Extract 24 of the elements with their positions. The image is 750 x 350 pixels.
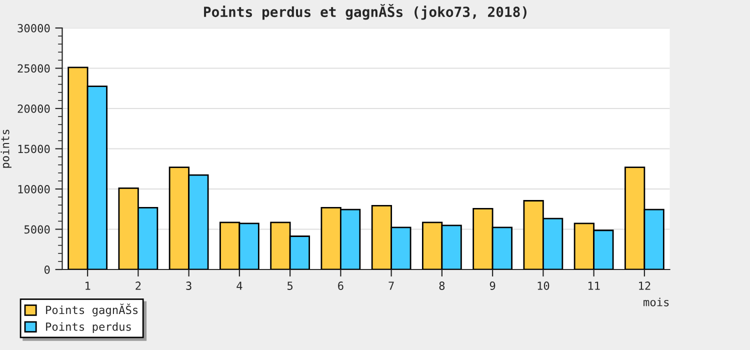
y-tick-label: 30000: [18, 24, 50, 32]
x-tick-label: 12: [639, 282, 650, 290]
legend-label: Points gagnĂŠs: [46, 304, 138, 316]
y-tick-label: 25000: [18, 64, 50, 73]
y-tick-label: 20000: [18, 104, 50, 113]
y-tick-label: 10000: [18, 185, 50, 194]
y-tick-label: 0: [44, 266, 50, 274]
x-tick-label: 6: [338, 282, 344, 290]
x-tick-label: 3: [186, 282, 192, 290]
x-tick-label: 5: [287, 282, 293, 290]
y-tick-label: 15000: [18, 144, 50, 154]
chart-title: Points perdus et gagnĂŠs (joko73, 2018): [204, 4, 526, 20]
y-axis-title: points: [0, 130, 12, 168]
x-tick-label: 8: [439, 282, 445, 290]
x-tick-label: 9: [490, 282, 496, 290]
x-tick-label: 2: [136, 282, 141, 290]
x-tick-label: 11: [588, 282, 600, 290]
x-tick-label: 1: [86, 282, 90, 290]
x-tick-label: 4: [236, 282, 242, 290]
x-axis-title: mois: [644, 298, 669, 306]
legend-label: Points perdus: [46, 322, 131, 333]
y-tick-label: 5000: [24, 225, 50, 234]
x-tick-label: 7: [388, 282, 394, 290]
x-tick-label: 10: [538, 282, 550, 290]
